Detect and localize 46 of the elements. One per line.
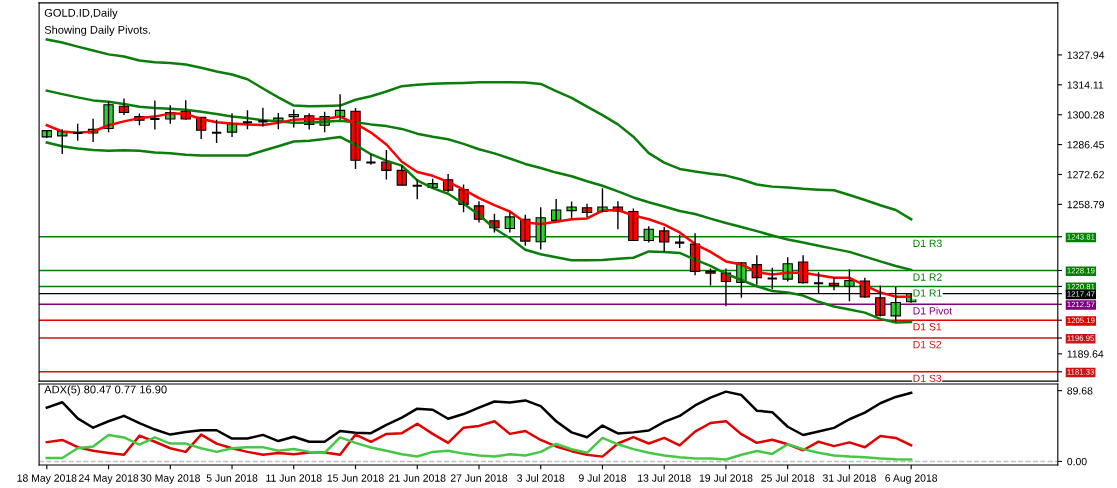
y-tick-label: 1189.64 — [1067, 350, 1104, 358]
x-tick-label: 3 Jul 2018 — [517, 474, 565, 482]
x-tick-label: 19 Jul 2018 — [699, 474, 753, 482]
chart-title: GOLD.ID,Daily — [44, 8, 118, 19]
text: Showing Daily Pivots. — [44, 25, 151, 36]
y-tick-label: 1314.11 — [1067, 81, 1104, 89]
ref-line-label: D1 Pivot — [913, 306, 952, 315]
x-tick-label: 15 Jun 2018 — [327, 474, 384, 482]
candlestick — [766, 266, 778, 290]
ref-line-label: D1 R3 — [913, 239, 942, 247]
ref-line-label: D1 S1 — [913, 323, 942, 331]
candlestick — [241, 109, 254, 130]
candlestick — [210, 118, 223, 144]
x-tick-label: 25 Jul 2018 — [761, 474, 815, 482]
line-series — [45, 38, 913, 221]
y-tick-label: 1327.94 — [1067, 51, 1105, 59]
x-tick-label: 21 Jun 2018 — [389, 474, 446, 482]
x-tick-label: 31 Jul 2018 — [822, 474, 876, 482]
x-tick-label: 11 Jun 2018 — [266, 474, 322, 482]
ref-line-label: D1 R2 — [913, 273, 942, 281]
ref-line-label: D1 S3 — [913, 374, 942, 383]
y-tick-label: 1258.79 — [1067, 200, 1104, 209]
x-tick-label: 18 May 2018 — [17, 474, 77, 484]
y-tick-label: 89.68 — [1067, 387, 1093, 395]
x-tick-label: 27 Jun 2018 — [450, 474, 508, 482]
candlestick — [659, 226, 670, 253]
y-tick-label: 1300.28 — [1067, 111, 1105, 119]
candlestick — [411, 178, 423, 200]
x-tick-label: 13 Jul 2018 — [638, 474, 691, 482]
candlestick — [365, 153, 377, 166]
candlestick — [381, 149, 392, 181]
y-tick-label: 1286.45 — [1067, 141, 1105, 149]
x-tick-label: 30 May 2018 — [140, 474, 200, 484]
x-tick-label: 5 Jun 2018 — [206, 474, 258, 482]
y-tick-label: 0.00 — [1067, 457, 1087, 466]
line-series — [45, 419, 913, 458]
chart-title: ADX(5) 80.47 0.77 16.90 — [44, 385, 167, 396]
ref-line-label: D1 S2 — [913, 340, 942, 349]
candlestick — [257, 107, 269, 128]
x-tick-label: 6 Aug 2018 — [885, 474, 938, 484]
y-tick-label: 1272.62 — [1067, 170, 1104, 179]
x-tick-label: 9 Jul 2018 — [578, 474, 627, 482]
line-series — [45, 433, 913, 461]
candlestick — [149, 99, 161, 131]
ref-line-label: D1 R1 — [913, 289, 942, 297]
x-tick-label: 24 May 2018 — [78, 474, 139, 484]
